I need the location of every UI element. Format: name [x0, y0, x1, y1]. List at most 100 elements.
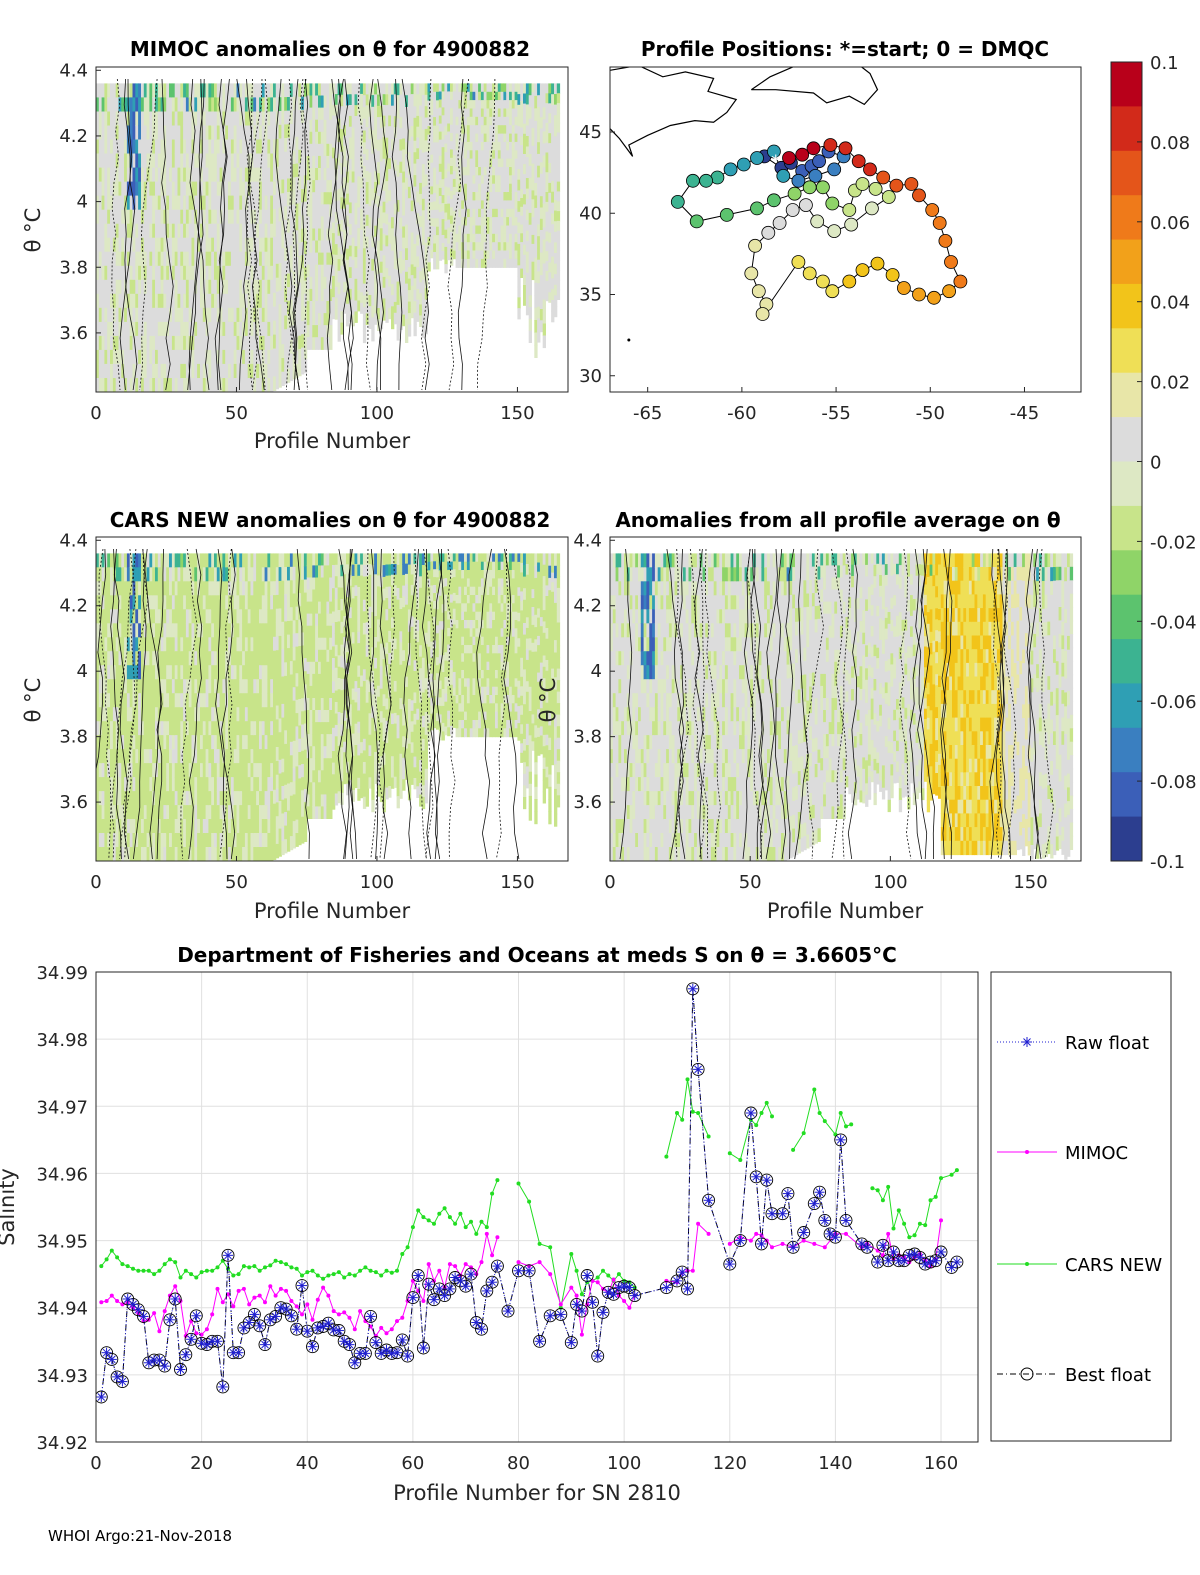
heatmap-cell [509, 108, 513, 118]
heatmap-cell [171, 763, 176, 778]
heatmap-cell [135, 581, 139, 596]
heatmap-cell [312, 325, 316, 338]
heatmap-cell [250, 307, 254, 323]
heatmap-cell [340, 220, 344, 233]
heatmap-cell [393, 94, 398, 106]
heatmap-cell [520, 250, 524, 261]
heatmap-cell [202, 279, 207, 295]
heatmap-cell [143, 83, 148, 98]
heatmap-cell [354, 235, 358, 247]
heatmap-cell [393, 258, 398, 270]
heatmap-cell [115, 707, 119, 722]
heatmap-cell [155, 665, 159, 680]
contour-line [391, 78, 403, 391]
heatmap-cell [298, 176, 302, 191]
heatmap-cell [444, 92, 448, 102]
heatmap-cell [239, 623, 243, 638]
heatmap-cell [534, 170, 538, 184]
heatmap-cell [141, 209, 145, 225]
heatmap-cell [211, 749, 215, 764]
positions-x-ticks: -65 -60 -55 -50 -45 [633, 387, 1039, 424]
heatmap-cell [98, 307, 103, 323]
heatmap-cell [143, 623, 148, 638]
heatmap-cell [407, 140, 412, 153]
heatmap-cell [348, 213, 353, 225]
heatmap-cell [171, 567, 176, 582]
heatmap-cell [166, 195, 170, 211]
heatmap-cell [101, 167, 105, 183]
heatmap-cell [329, 301, 333, 314]
heatmap-cell [216, 595, 221, 610]
heatmap-cell [185, 265, 190, 281]
heatmap-cell [450, 207, 454, 217]
heatmap-cell [539, 151, 544, 163]
heatmap-cell [228, 805, 232, 820]
heatmap-cell [320, 155, 325, 169]
heatmap-cell [391, 284, 395, 296]
heatmap-cell [455, 208, 459, 218]
heatmap-cell [511, 83, 516, 93]
heatmap-cell [202, 237, 207, 253]
heatmap-cell [407, 255, 412, 268]
heatmap-cell [129, 665, 133, 680]
heatmap-cell [506, 116, 510, 126]
heatmap-cell [405, 318, 409, 332]
heatmap-cell [174, 637, 178, 652]
heatmap-cell [121, 721, 125, 736]
heatmap-cell [197, 665, 201, 680]
heatmap-cell [466, 208, 471, 218]
heatmap-cell [143, 777, 148, 792]
heatmap-cell [556, 220, 561, 232]
heatmap-cell [332, 243, 336, 256]
heatmap-cell [96, 637, 100, 652]
heatmap-cell [177, 707, 181, 722]
heatmap-cell [458, 208, 462, 218]
heatmap-cell [194, 567, 198, 582]
heatmap-cell [483, 192, 487, 201]
heatmap-cell [545, 221, 549, 233]
heatmap-cell [447, 187, 451, 197]
heatmap-cell [332, 115, 336, 127]
heatmap-cell [155, 735, 159, 750]
heatmap-cell [396, 106, 400, 119]
heatmap-cell [152, 735, 156, 750]
heatmap-cell [141, 651, 145, 666]
heatmap-cell [180, 665, 184, 680]
heatmap-cell [391, 83, 395, 96]
heatmap-cell [531, 270, 535, 281]
heatmap-cell [96, 349, 100, 365]
heatmap-cell [174, 237, 178, 253]
heatmap-cell [534, 83, 538, 97]
heatmap-cell [118, 209, 122, 225]
heatmap-cell [126, 763, 131, 778]
heatmap-cell [208, 293, 212, 309]
heatmap-cell [323, 95, 327, 109]
heatmap-cell [183, 293, 187, 309]
heatmap-cell [407, 198, 412, 211]
heatmap-cell [334, 94, 339, 106]
heatmap-cell [242, 567, 246, 582]
heatmap-cell [200, 749, 204, 764]
heatmap-cell [419, 271, 423, 283]
profile-position-marker [912, 287, 926, 302]
heatmap-cell [141, 378, 145, 392]
heatmap-cell [365, 160, 369, 172]
heatmap-cell [315, 325, 319, 338]
heatmap-cell [149, 293, 153, 309]
heatmap-cell [421, 291, 426, 304]
heatmap-cell [211, 819, 215, 834]
heatmap-cell [115, 581, 119, 596]
heatmap-cell [393, 149, 398, 161]
heatmap-cell [433, 150, 437, 160]
heatmap-cell [180, 153, 184, 169]
contour-line [188, 78, 203, 391]
heatmap-cell [124, 153, 128, 169]
heatmap-cell [421, 198, 426, 211]
heatmap-cell [334, 265, 339, 277]
heatmap-cell [222, 139, 226, 155]
heatmap-cell [107, 307, 111, 323]
heatmap-cell [197, 567, 201, 582]
heatmap-cell [306, 119, 310, 133]
heatmap-cell [539, 297, 544, 310]
heatmap-cell [126, 293, 131, 309]
